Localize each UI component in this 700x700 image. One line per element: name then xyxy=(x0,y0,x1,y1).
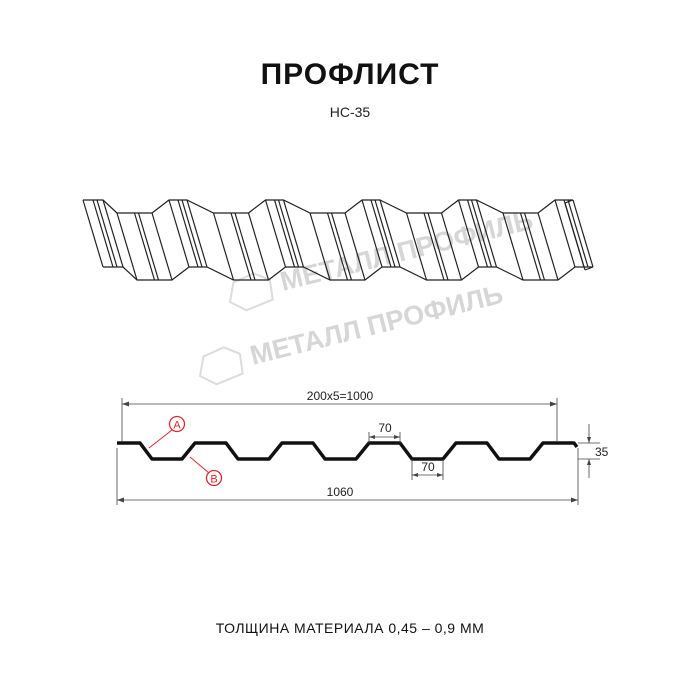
sheet-fold-line xyxy=(572,199,594,268)
watermark-logo-2: МЕТАЛЛ ПРОФИЛЬ xyxy=(198,279,506,386)
sheet-stiffener-line xyxy=(137,212,160,281)
profile-3d-view xyxy=(82,199,594,281)
sheet-stiffener-line xyxy=(523,212,546,281)
sheet-fold-line xyxy=(537,212,559,281)
marker-b-label: B xyxy=(210,474,217,486)
sheet-fold-line xyxy=(151,212,173,281)
sheet-stiffener-line xyxy=(177,199,199,268)
height-dimension: 35 xyxy=(595,445,609,459)
sheet-stiffener-line xyxy=(470,199,493,268)
pitch-dimension: 200x5=1000 xyxy=(307,389,374,403)
sheet-fold-line xyxy=(264,199,287,268)
profile-model: НС-35 xyxy=(329,104,371,120)
sheet-stiffener-line xyxy=(330,212,353,281)
sheet-stiffener-line xyxy=(277,199,300,268)
sheet-fold-line xyxy=(440,212,463,281)
sheet-fold-line xyxy=(344,212,366,281)
total-width-dimension: 1060 xyxy=(327,485,354,499)
page-title: ПРОФЛИСТ xyxy=(260,58,440,91)
sheet-stiffener-line xyxy=(423,212,445,281)
dimension-lines xyxy=(116,398,600,505)
sheet-stiffener-line xyxy=(92,199,114,268)
sheet-fold-line xyxy=(247,212,270,281)
marker-a-label: A xyxy=(173,420,181,432)
sheet-fold-line xyxy=(564,202,586,271)
material-thickness: ТОЛЩИНА МАТЕРИАЛА 0,45 – 0,9 ММ xyxy=(215,620,485,636)
sheet-fold-line xyxy=(102,199,124,268)
sheet-fold-line xyxy=(212,212,235,281)
sheet-fold-line xyxy=(502,212,524,281)
sheet-fold-line xyxy=(116,212,138,281)
sheet-fold-line xyxy=(186,199,208,268)
top-width-dimension: 70 xyxy=(378,421,392,435)
sheet-stiffener-line xyxy=(273,199,296,268)
marker-a: A xyxy=(148,415,186,449)
dimension-arrows xyxy=(117,401,591,503)
sheet-fold-line xyxy=(475,199,498,268)
sheet-fold-line xyxy=(457,199,480,268)
sheet-stiffener-line xyxy=(427,212,449,281)
sheet-fold-line xyxy=(82,199,104,268)
sheet-stiffener-line xyxy=(567,199,589,268)
sheet-stiffener-line xyxy=(466,199,489,268)
sheet-stiffener-line xyxy=(519,212,542,281)
sheet-fold-line xyxy=(361,199,383,268)
sheet-stiffener-line xyxy=(96,199,118,268)
sheet-fold-line xyxy=(379,199,401,268)
sheet-fold-line xyxy=(554,199,576,268)
sheet-fold-line xyxy=(168,199,190,268)
sheet-fold-line xyxy=(405,212,428,281)
sheet-stiffener-line xyxy=(133,212,156,281)
sheet-fold-line xyxy=(309,212,331,281)
sheet-fold-line xyxy=(282,199,305,268)
sheet-stiffener-line xyxy=(230,212,252,281)
sheet-stiffener-line xyxy=(374,199,396,268)
sheet-stiffener-line xyxy=(326,212,349,281)
sheet-stiffener-line xyxy=(234,212,256,281)
sheet-stiffener-line xyxy=(181,199,203,268)
marker-b: B xyxy=(189,456,223,487)
sheet-top-edge xyxy=(83,199,574,214)
bottom-width-dimension: 70 xyxy=(421,460,435,474)
sheet-stiffener-line xyxy=(370,199,392,268)
profile-cross-section xyxy=(117,441,579,461)
